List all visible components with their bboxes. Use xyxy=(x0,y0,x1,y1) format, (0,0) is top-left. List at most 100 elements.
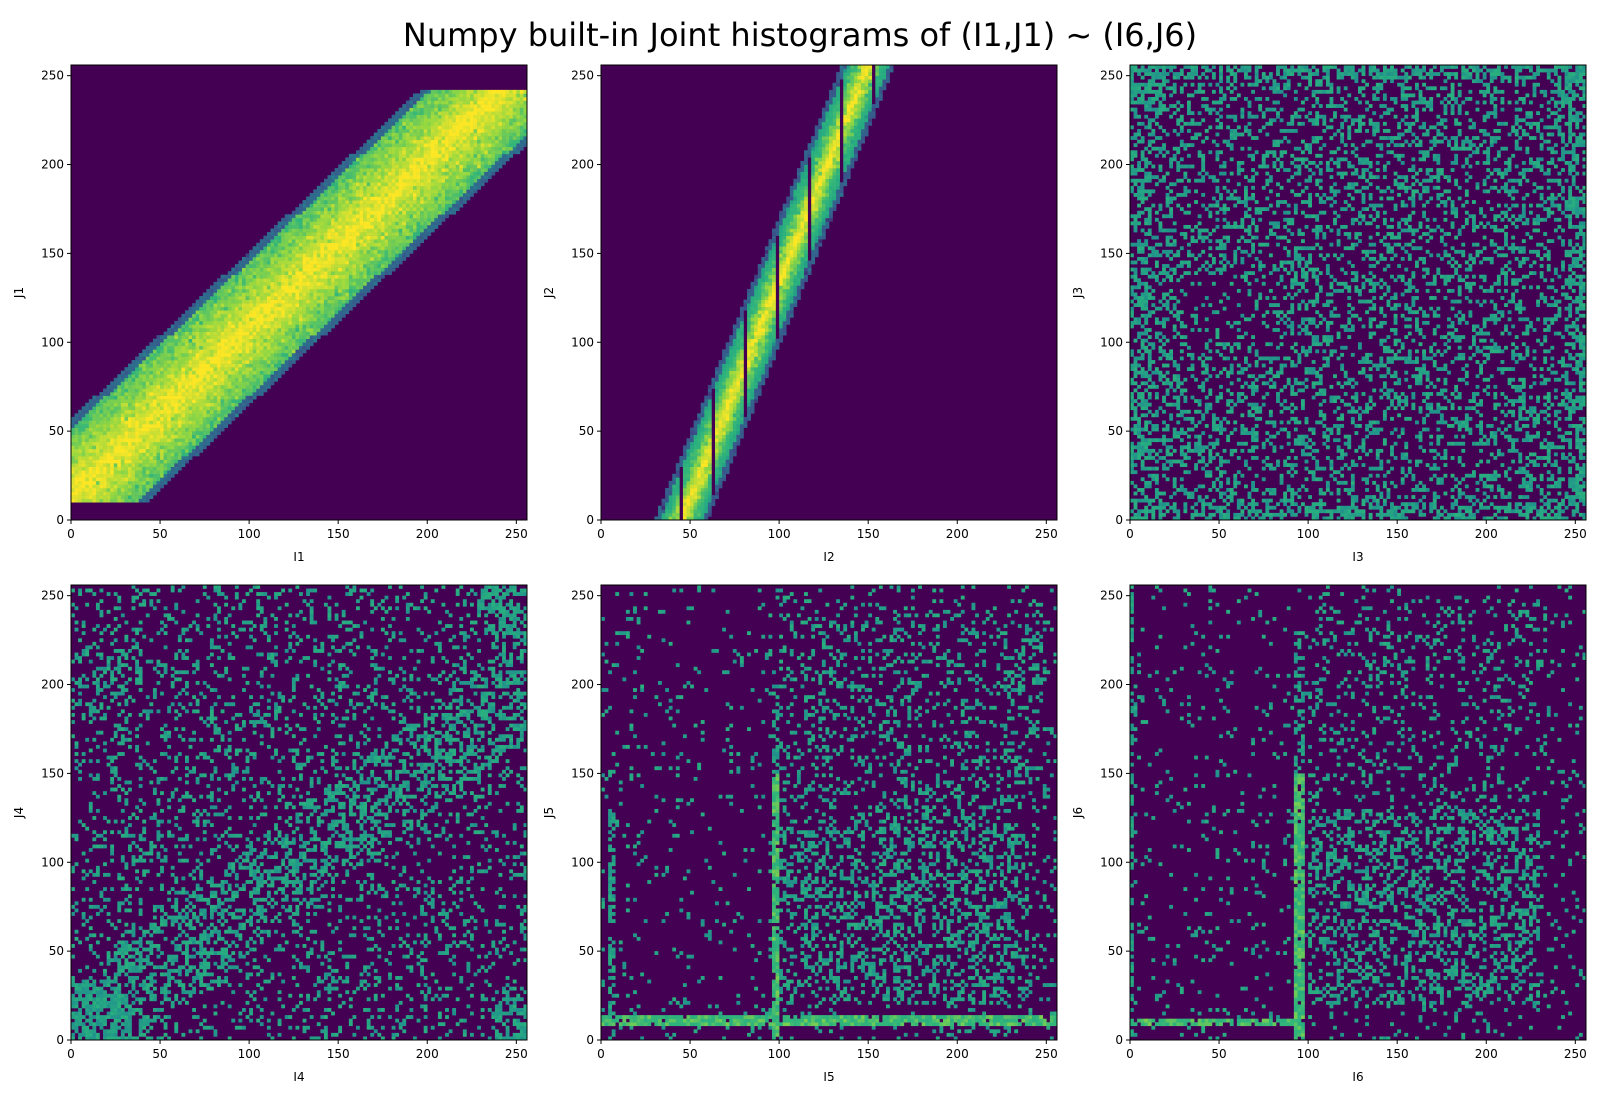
hist1-cell xyxy=(92,402,97,407)
hist1-cell xyxy=(380,143,385,148)
hist1-cell xyxy=(131,388,136,393)
hist1-cell xyxy=(398,214,403,219)
hist1-cell xyxy=(209,356,214,361)
hist1-cell xyxy=(334,310,339,315)
hist1-cell xyxy=(259,374,264,379)
hist1-cell xyxy=(220,360,225,364)
hist1-cell xyxy=(437,168,442,172)
hist1-cell xyxy=(288,271,293,276)
hist1-cell xyxy=(231,271,236,276)
hist1-cell xyxy=(88,488,93,492)
hist1-cell xyxy=(299,324,303,329)
hist1-cell xyxy=(505,111,510,116)
hist1-cell xyxy=(519,107,524,112)
hist1-cell xyxy=(338,171,343,176)
hist1-cell xyxy=(263,356,268,361)
hist1-cell xyxy=(135,388,139,393)
hist1-cell xyxy=(370,203,375,208)
hist1-cell xyxy=(420,121,424,126)
hist2-cell xyxy=(668,491,673,496)
hist1-cell xyxy=(448,175,453,180)
hist1-cell xyxy=(434,121,439,126)
hist1-cell xyxy=(388,164,392,169)
hist1-cell xyxy=(377,171,382,176)
hist1-cell xyxy=(192,402,196,407)
hist1-cell xyxy=(259,253,264,258)
hist1-cell xyxy=(356,196,360,201)
hist1-cell xyxy=(388,146,392,151)
hist1-cell xyxy=(470,89,474,94)
hist1-cell xyxy=(284,335,289,340)
hist1-cell xyxy=(103,498,107,503)
hist1-cell xyxy=(266,281,271,286)
hist1-cell xyxy=(470,175,474,180)
hist1-cell xyxy=(391,214,396,219)
hist1-cell xyxy=(113,477,118,482)
hist1-cell xyxy=(448,118,453,123)
hist1-cell xyxy=(316,285,321,290)
hist1-cell xyxy=(441,157,446,162)
hist1-cell xyxy=(477,121,481,126)
hist1-cell xyxy=(202,377,207,382)
hist1-cell xyxy=(348,232,353,236)
hist1-cell xyxy=(256,264,261,268)
hist1-cell xyxy=(345,274,350,279)
hist1-cell xyxy=(470,104,474,108)
hist1-cell xyxy=(181,395,186,400)
hist1-cell xyxy=(466,160,471,165)
hist1-cell xyxy=(402,153,407,158)
hist1-cell xyxy=(238,260,243,265)
hist1-cell xyxy=(288,264,293,268)
hist1-cell xyxy=(327,317,332,322)
hist1-cell xyxy=(220,345,225,350)
hist1-cell xyxy=(345,285,350,290)
hist2-cell xyxy=(661,509,666,514)
hist1-cell xyxy=(430,175,435,180)
hist1-cell xyxy=(384,171,389,176)
hist1-cell xyxy=(281,335,286,340)
hist1-cell xyxy=(242,296,246,300)
hist1-cell xyxy=(128,473,132,478)
hist1-cell xyxy=(341,175,346,180)
hist1-cell xyxy=(413,104,417,108)
hist1-cell xyxy=(156,367,161,371)
hist1-cell xyxy=(470,107,474,112)
hist1-cell xyxy=(181,349,186,354)
hist1-cell xyxy=(441,164,446,169)
hist1-cell xyxy=(427,153,432,158)
hist1-cell xyxy=(370,264,375,268)
hist1-cell xyxy=(302,292,307,297)
hist1-cell xyxy=(238,345,243,350)
hist1-cell xyxy=(74,431,79,435)
hist1-cell xyxy=(320,185,325,190)
hist1-cell xyxy=(213,402,218,407)
hist1-cell xyxy=(120,477,125,482)
hist1-cell xyxy=(484,157,489,162)
hist1-cell xyxy=(505,96,510,101)
hist1-cell xyxy=(309,235,314,240)
hist1-cell xyxy=(437,89,442,94)
hist1-cell xyxy=(113,452,118,457)
hist1-cell xyxy=(295,210,300,215)
hist1-cell xyxy=(266,349,271,354)
hist1-cell xyxy=(142,491,147,496)
hist1-cell xyxy=(502,118,506,123)
hist1-cell xyxy=(192,434,196,439)
hist1-cell xyxy=(430,189,435,194)
hist1-cell xyxy=(498,121,503,126)
hist1-cell xyxy=(277,274,282,279)
hist1-cell xyxy=(138,441,143,446)
hist1-cell xyxy=(74,448,79,453)
hist1-cell xyxy=(270,367,275,371)
hist1-cell xyxy=(384,232,389,236)
hist1-cell xyxy=(245,395,250,400)
hist1-cell xyxy=(88,473,93,478)
hist1-cell xyxy=(263,235,268,240)
hist1-cell xyxy=(209,303,214,308)
hist1-cell xyxy=(128,463,132,467)
hist1-cell xyxy=(316,328,321,332)
hist1-cell xyxy=(99,402,104,407)
hist1-cell xyxy=(316,228,321,233)
hist1-cell xyxy=(359,288,364,293)
hist1-cell xyxy=(384,150,389,155)
